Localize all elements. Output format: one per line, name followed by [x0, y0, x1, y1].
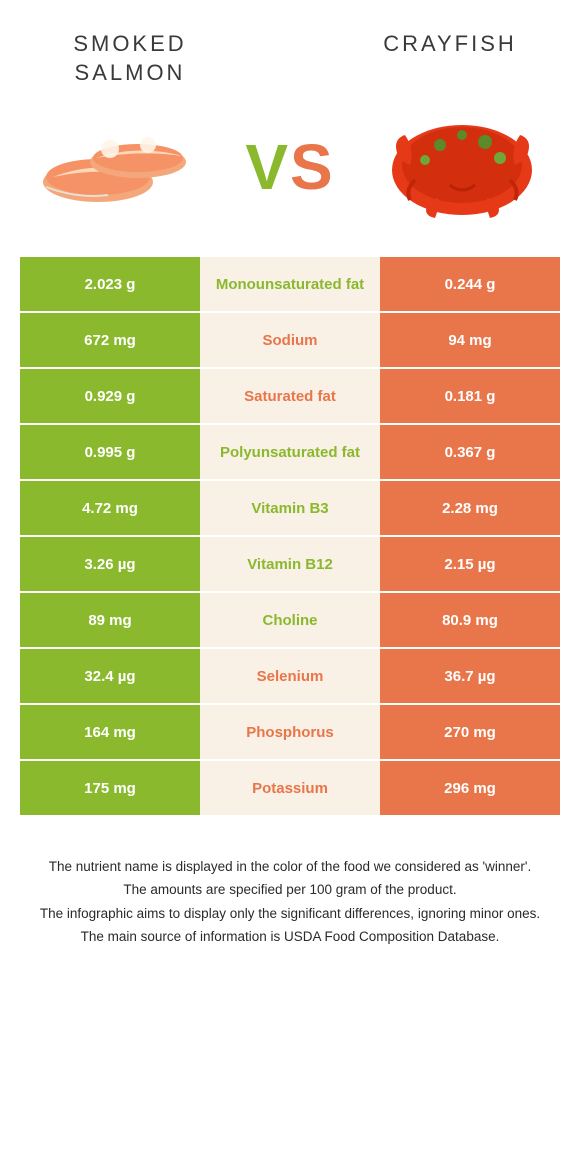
table-row: 32.4 µgSelenium36.7 µg: [20, 649, 560, 705]
table-row: 89 mgCholine80.9 mg: [20, 593, 560, 649]
title-left-line2: SALMON: [75, 60, 186, 85]
table-row: 2.023 gMonounsaturated fat0.244 g: [20, 257, 560, 313]
value-right: 0.244 g: [380, 257, 560, 311]
table-row: 4.72 mgVitamin B32.28 mg: [20, 481, 560, 537]
hero-row: VS: [0, 87, 580, 257]
footer-line4: The main source of information is USDA F…: [30, 927, 550, 947]
header: SMOKED SALMON CRAYFISH: [0, 0, 580, 87]
table-row: 0.995 gPolyunsaturated fat0.367 g: [20, 425, 560, 481]
table-row: 672 mgSodium94 mg: [20, 313, 560, 369]
crayfish-image: [375, 107, 550, 227]
footer-notes: The nutrient name is displayed in the co…: [0, 817, 580, 947]
value-right: 0.181 g: [380, 369, 560, 423]
footer-line1: The nutrient name is displayed in the co…: [30, 857, 550, 877]
value-right: 2.28 mg: [380, 481, 560, 535]
table-row: 0.929 gSaturated fat0.181 g: [20, 369, 560, 425]
nutrient-name: Choline: [200, 593, 380, 647]
value-right: 270 mg: [380, 705, 560, 759]
value-left: 4.72 mg: [20, 481, 200, 535]
comparison-table: 2.023 gMonounsaturated fat0.244 g672 mgS…: [20, 257, 560, 817]
vs-label: VS: [245, 130, 334, 204]
nutrient-name: Phosphorus: [200, 705, 380, 759]
salmon-image: [30, 107, 205, 227]
value-right: 296 mg: [380, 761, 560, 815]
value-right: 36.7 µg: [380, 649, 560, 703]
value-left: 3.26 µg: [20, 537, 200, 591]
footer-line2: The amounts are specified per 100 gram o…: [30, 880, 550, 900]
title-right: CRAYFISH: [383, 31, 517, 56]
vs-v: V: [245, 131, 290, 203]
value-left: 2.023 g: [20, 257, 200, 311]
table-row: 175 mgPotassium296 mg: [20, 761, 560, 817]
footer-line3: The infographic aims to display only the…: [30, 904, 550, 924]
nutrient-name: Monounsaturated fat: [200, 257, 380, 311]
crayfish-icon: [380, 110, 545, 225]
salmon-icon: [38, 117, 198, 217]
food-title-right: CRAYFISH: [360, 30, 540, 87]
vs-s: S: [290, 131, 335, 203]
nutrient-name: Vitamin B12: [200, 537, 380, 591]
value-right: 94 mg: [380, 313, 560, 367]
value-left: 175 mg: [20, 761, 200, 815]
nutrient-name: Vitamin B3: [200, 481, 380, 535]
value-left: 0.995 g: [20, 425, 200, 479]
value-left: 0.929 g: [20, 369, 200, 423]
nutrient-name: Sodium: [200, 313, 380, 367]
table-row: 3.26 µgVitamin B122.15 µg: [20, 537, 560, 593]
value-left: 32.4 µg: [20, 649, 200, 703]
value-right: 2.15 µg: [380, 537, 560, 591]
nutrient-name: Saturated fat: [200, 369, 380, 423]
value-left: 164 mg: [20, 705, 200, 759]
table-row: 164 mgPhosphorus270 mg: [20, 705, 560, 761]
value-right: 80.9 mg: [380, 593, 560, 647]
nutrient-name: Potassium: [200, 761, 380, 815]
nutrient-name: Selenium: [200, 649, 380, 703]
value-left: 672 mg: [20, 313, 200, 367]
title-left-line1: SMOKED: [73, 31, 186, 56]
value-left: 89 mg: [20, 593, 200, 647]
nutrient-name: Polyunsaturated fat: [200, 425, 380, 479]
food-title-left: SMOKED SALMON: [40, 30, 220, 87]
value-right: 0.367 g: [380, 425, 560, 479]
